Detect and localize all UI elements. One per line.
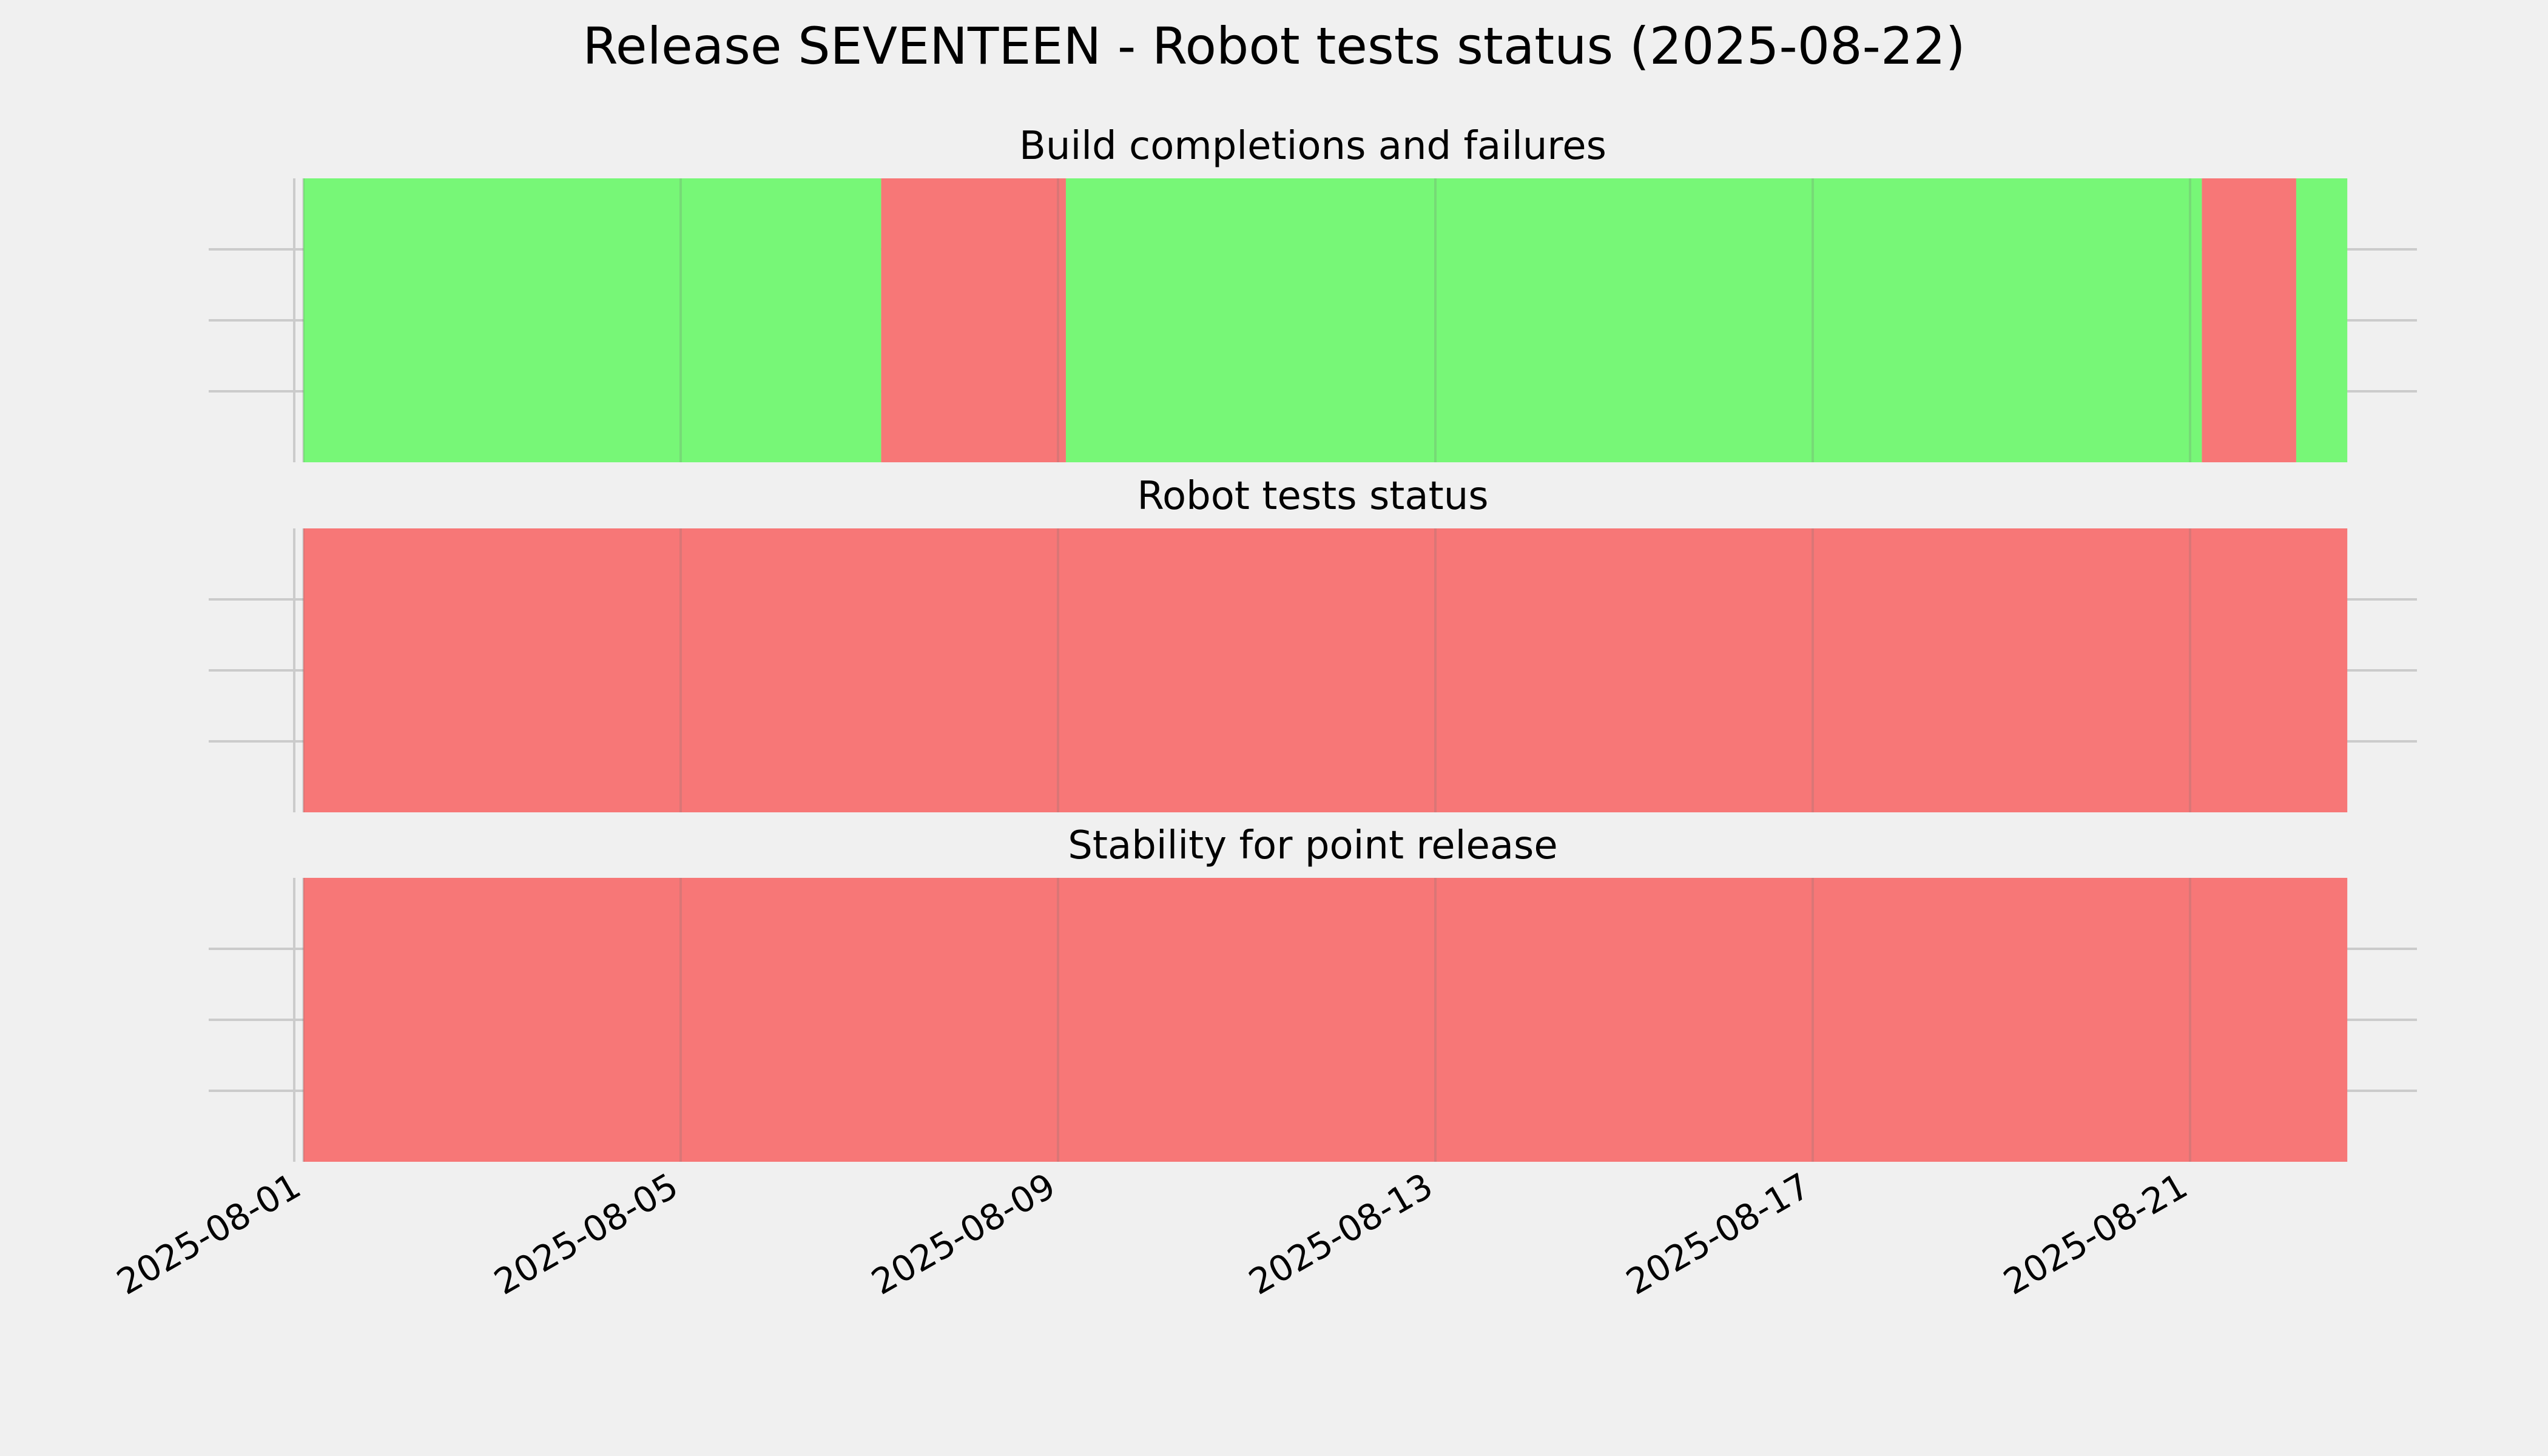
status-segment-fail xyxy=(303,528,2348,812)
status-segment-fail xyxy=(303,878,2348,1162)
panel-2: Robot tests status xyxy=(209,474,2417,812)
panel-title: Stability for point release xyxy=(1068,823,1558,868)
status-segment-pass xyxy=(1065,178,2202,462)
panels-group: Build completions and failures Robot test… xyxy=(209,124,2417,1162)
status-segment-pass xyxy=(303,178,881,462)
panel-3: Stability for point release xyxy=(209,823,2417,1162)
chart-title: Release SEVENTEEN - Robot tests status (… xyxy=(582,16,1965,76)
status-segment-pass xyxy=(2296,178,2348,462)
panel-title: Build completions and failures xyxy=(1019,124,1606,169)
status-segment-fail xyxy=(881,178,1066,462)
status-segment-fail xyxy=(2202,178,2296,462)
panel-title: Robot tests status xyxy=(1137,474,1488,519)
panel-1: Build completions and failures xyxy=(209,124,2417,462)
